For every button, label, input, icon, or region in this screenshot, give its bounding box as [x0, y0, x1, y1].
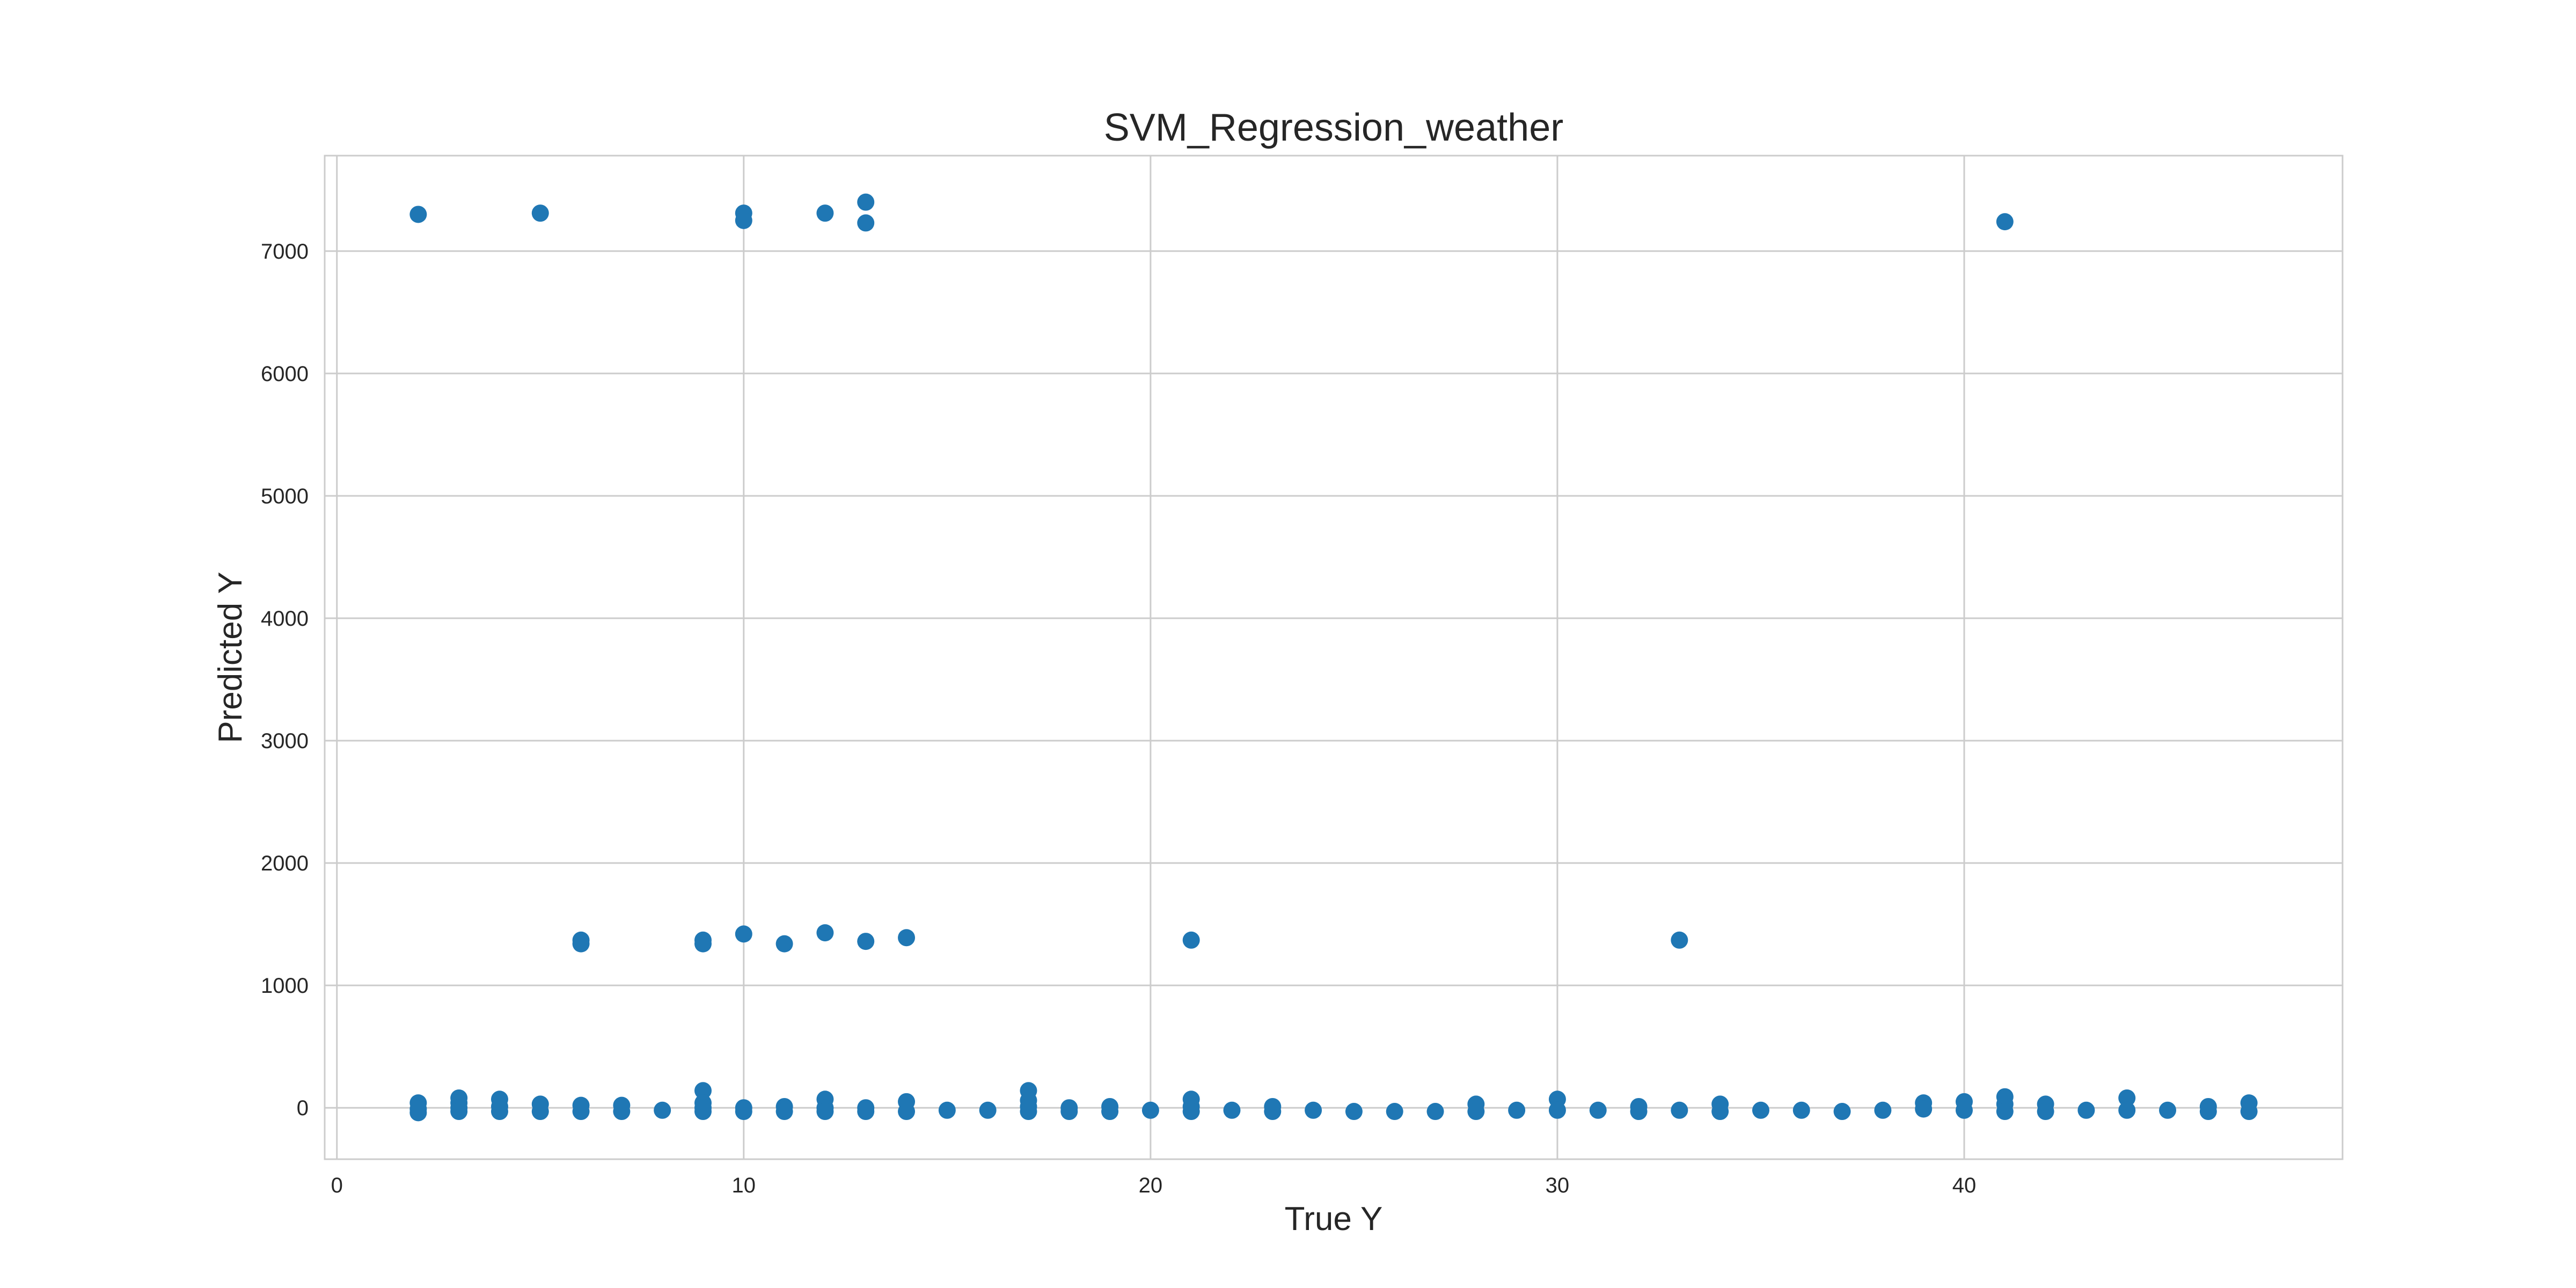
- data-point: [1345, 1103, 1363, 1121]
- tick-labels: 0 10 20 30 40 0 1000 2000 3000 4000 5000 6000 7000: [261, 240, 1976, 1197]
- data-point: [898, 1103, 916, 1121]
- data-point: [1833, 1103, 1851, 1121]
- data-point: [2037, 1103, 2054, 1121]
- data-point: [2118, 1101, 2136, 1119]
- data-point: [2118, 1089, 2136, 1107]
- y-tick-label: 6000: [261, 362, 309, 386]
- data-point: [816, 924, 834, 942]
- data-point: [1956, 1101, 1973, 1119]
- data-point: [1915, 1100, 1933, 1118]
- data-points: [409, 193, 2258, 1122]
- data-point: [2240, 1103, 2258, 1121]
- x-axis-label: True Y: [1285, 1201, 1383, 1238]
- data-point: [654, 1101, 671, 1119]
- data-point: [1711, 1103, 1729, 1121]
- y-tick-label: 3000: [261, 729, 309, 753]
- data-point: [1141, 1101, 1159, 1119]
- x-tick-label: 30: [1546, 1174, 1570, 1197]
- data-point: [816, 204, 834, 222]
- data-point: [1060, 1103, 1078, 1121]
- data-point: [1996, 1103, 2014, 1121]
- data-point: [857, 193, 875, 211]
- data-point: [531, 204, 549, 222]
- data-point: [1792, 1101, 1810, 1119]
- grid-lines: [325, 156, 2343, 1159]
- data-point: [816, 1103, 834, 1121]
- data-point: [857, 1103, 875, 1121]
- x-tick-label: 10: [732, 1174, 756, 1197]
- x-tick-label: 0: [331, 1174, 343, 1197]
- data-point: [2159, 1101, 2177, 1119]
- data-point: [491, 1103, 508, 1121]
- y-tick-label: 5000: [261, 485, 309, 508]
- data-point: [2077, 1101, 2095, 1119]
- data-point: [1630, 1103, 1648, 1121]
- data-point: [1589, 1101, 1607, 1119]
- x-tick-label: 20: [1139, 1174, 1163, 1197]
- x-tick-label: 40: [1952, 1174, 1977, 1197]
- data-point: [1182, 1103, 1200, 1121]
- data-point: [1752, 1101, 1769, 1119]
- data-point: [857, 214, 875, 232]
- data-point: [857, 933, 875, 950]
- data-point: [694, 1103, 712, 1121]
- data-point: [2199, 1103, 2217, 1121]
- plot-frame: [324, 155, 2344, 1160]
- y-tick-label: 4000: [261, 607, 309, 631]
- y-axis-label: Predicted Y: [212, 572, 249, 743]
- data-point: [694, 1082, 712, 1100]
- data-point: [735, 925, 752, 943]
- data-point: [1548, 1101, 1566, 1119]
- data-point: [979, 1101, 997, 1119]
- data-point: [1223, 1101, 1241, 1119]
- data-point: [1467, 1103, 1485, 1121]
- chart-title: SVM_Regression_weather: [1104, 106, 1563, 149]
- data-point: [450, 1103, 468, 1121]
- data-point: [1996, 213, 2014, 231]
- data-point: [1182, 931, 1200, 949]
- data-point: [898, 929, 916, 947]
- data-point: [1671, 931, 1688, 949]
- data-point: [531, 1103, 549, 1121]
- data-point: [775, 1103, 793, 1121]
- data-point: [1305, 1101, 1322, 1119]
- data-point: [572, 935, 590, 953]
- y-tick-label: 1000: [261, 974, 309, 998]
- data-point: [1874, 1101, 1892, 1119]
- data-point: [694, 935, 712, 953]
- data-point: [735, 211, 752, 229]
- y-tick-label: 0: [297, 1096, 309, 1120]
- data-point: [775, 935, 793, 953]
- data-point: [1426, 1103, 1444, 1121]
- data-point: [1508, 1101, 1526, 1119]
- data-point: [572, 1103, 590, 1121]
- y-tick-label: 7000: [261, 240, 309, 264]
- data-point: [1386, 1103, 1403, 1121]
- data-point: [1101, 1103, 1119, 1121]
- data-point: [409, 1104, 427, 1122]
- data-point: [409, 206, 427, 223]
- data-point: [1264, 1103, 1282, 1121]
- data-point: [613, 1103, 631, 1121]
- data-point: [735, 1103, 752, 1121]
- data-point: [938, 1101, 956, 1119]
- y-tick-label: 2000: [261, 852, 309, 875]
- data-point: [1671, 1101, 1688, 1119]
- data-point: [1020, 1103, 1037, 1121]
